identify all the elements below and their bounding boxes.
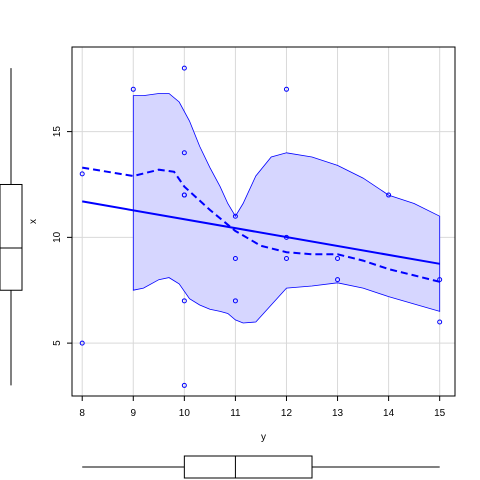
data-point bbox=[130, 86, 136, 92]
data-point bbox=[79, 340, 85, 346]
y-box-iqr bbox=[0, 183, 23, 291]
y-tick-label: 15 bbox=[52, 126, 63, 138]
x-tick-label: 12 bbox=[281, 408, 293, 419]
y-tick-label: 10 bbox=[52, 231, 63, 243]
data-point bbox=[283, 256, 289, 262]
data-point bbox=[181, 382, 187, 388]
data-point bbox=[437, 319, 443, 325]
data-point bbox=[335, 277, 341, 283]
x-tick-label: 15 bbox=[434, 408, 446, 419]
x-tick-label: 13 bbox=[332, 408, 344, 419]
y-axis-ticks: 5 10 15 bbox=[52, 126, 72, 346]
data-point bbox=[437, 277, 443, 283]
data-point bbox=[283, 234, 289, 240]
x-marginal-boxplot bbox=[82, 455, 440, 479]
x-axis-ticks: 8 9 10 11 12 13 14 15 bbox=[79, 396, 446, 419]
fit-lines-layer bbox=[82, 166, 440, 283]
data-point bbox=[386, 192, 392, 198]
x-tick-label: 14 bbox=[383, 408, 395, 419]
regression-line bbox=[82, 200, 440, 265]
data-point bbox=[335, 256, 341, 262]
y-tick-label: 5 bbox=[52, 340, 63, 346]
data-point bbox=[232, 256, 238, 262]
plot-frame bbox=[71, 46, 456, 397]
y-axis-label: x bbox=[28, 219, 39, 224]
data-point bbox=[232, 298, 238, 304]
y-marginal-boxplot bbox=[0, 68, 23, 386]
data-point bbox=[283, 86, 289, 92]
data-point bbox=[181, 150, 187, 156]
x-tick-label: 11 bbox=[230, 408, 241, 419]
data-point bbox=[181, 298, 187, 304]
x-axis-label: y bbox=[261, 432, 266, 443]
x-tick-label: 10 bbox=[179, 408, 191, 419]
data-point bbox=[232, 213, 238, 219]
x-tick-label: 9 bbox=[130, 408, 136, 419]
data-point bbox=[181, 192, 187, 198]
confidence-band-layer bbox=[132, 93, 441, 324]
x-tick-label: 8 bbox=[79, 408, 85, 419]
data-point bbox=[181, 65, 187, 71]
x-box-iqr bbox=[183, 455, 313, 479]
confidence-band bbox=[132, 93, 441, 324]
smooth-line bbox=[82, 166, 440, 283]
data-points-layer bbox=[79, 65, 443, 388]
data-point bbox=[79, 171, 85, 177]
